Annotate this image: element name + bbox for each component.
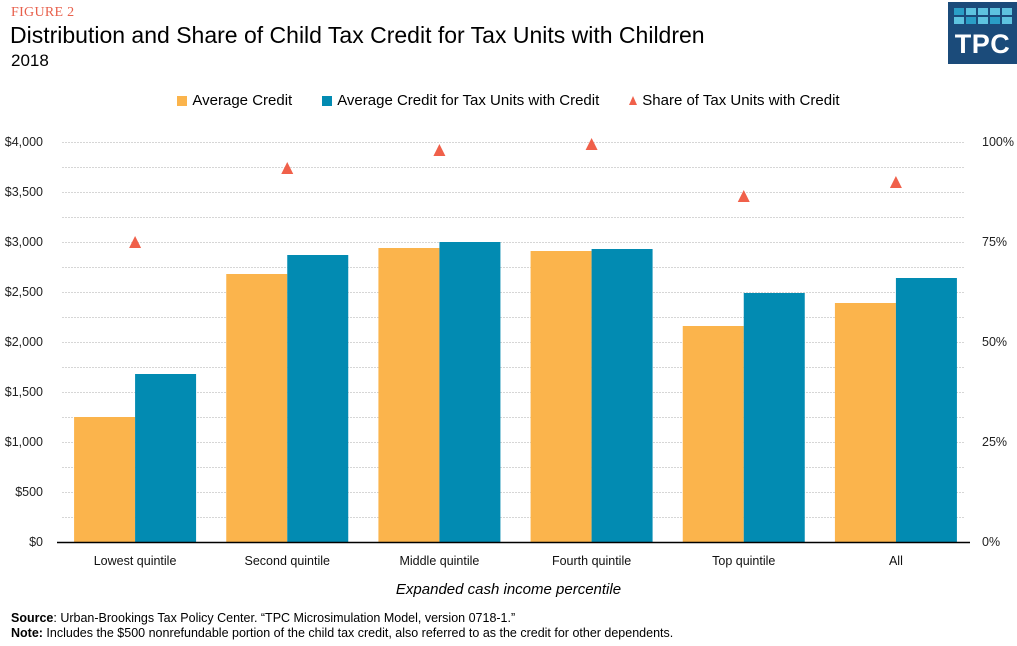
bar-average-credit-with-credit — [895, 278, 957, 542]
legend-item-share: Share of Tax Units with Credit — [629, 92, 840, 109]
bar-average-credit-with-credit — [135, 374, 197, 542]
bar-average-credit-with-credit — [591, 249, 653, 542]
x-tick-label: Middle quintile — [399, 554, 479, 568]
share-triangle-marker — [585, 138, 598, 150]
bar-average-credit — [834, 303, 896, 542]
legend-label: Share of Tax Units with Credit — [642, 92, 840, 109]
logo-text: TPC — [954, 29, 1011, 59]
note: Note: Includes the $500 nonrefundable po… — [11, 626, 673, 640]
y2-tick-label: 100% — [982, 135, 1014, 149]
source-label: Source — [11, 611, 54, 625]
legend-item-average-credit: Average Credit — [177, 92, 292, 109]
x-tick-label: Top quintile — [712, 554, 775, 568]
bar-average-credit-with-credit — [287, 255, 349, 542]
bar-average-credit — [226, 274, 288, 542]
bar-average-credit — [530, 251, 592, 542]
legend-label: Average Credit — [192, 92, 293, 109]
logo-grid-icon — [954, 8, 1012, 24]
chart-subtitle: 2018 — [11, 51, 49, 70]
chart-title: Distribution and Share of Child Tax Cred… — [10, 22, 705, 48]
source-text: : Urban-Brookings Tax Policy Center. “TP… — [53, 611, 516, 625]
y-tick-label: $1,000 — [5, 435, 43, 449]
share-triangle-marker — [129, 236, 142, 248]
legend-label: Average Credit for Tax Units with Credit — [337, 92, 600, 109]
bar-average-credit — [682, 326, 744, 542]
legend: Average Credit Average Credit for Tax Un… — [0, 92, 1017, 109]
legend-item-average-credit-with-credit: Average Credit for Tax Units with Credit — [322, 92, 599, 109]
y2-tick-label: 25% — [982, 435, 1007, 449]
y2-tick-label: 0% — [982, 535, 1000, 549]
triangle-marker-icon — [629, 96, 638, 105]
figure-label: FIGURE 2 — [11, 5, 75, 20]
share-triangle-marker — [889, 176, 902, 188]
y-tick-label: $3,500 — [5, 185, 43, 199]
bar-average-credit-with-credit — [743, 293, 805, 542]
y-tick-label: $0 — [29, 535, 43, 549]
x-tick-label: Fourth quintile — [552, 554, 631, 568]
y-tick-label: $500 — [15, 485, 43, 499]
x-tick-label: All — [889, 554, 903, 568]
y2-tick-label: 50% — [982, 335, 1007, 349]
y-tick-label: $2,000 — [5, 335, 43, 349]
source-note: Source: Urban-Brookings Tax Policy Cente… — [11, 611, 515, 625]
note-label: Note: — [11, 626, 43, 640]
bar-average-credit-with-credit — [439, 242, 501, 542]
y-tick-label: $1,500 — [5, 385, 43, 399]
share-triangle-marker — [433, 144, 446, 156]
tpc-logo: TPC — [948, 2, 1017, 64]
y-tick-label: $3,000 — [5, 235, 43, 249]
y-tick-label: $2,500 — [5, 285, 43, 299]
x-tick-label: Lowest quintile — [94, 554, 177, 568]
y2-tick-label: 75% — [982, 235, 1007, 249]
legend-swatch-orange — [177, 95, 188, 106]
legend-swatch-teal — [322, 95, 333, 106]
share-triangle-marker — [737, 190, 750, 202]
y-tick-label: $4,000 — [5, 135, 43, 149]
share-triangle-marker — [281, 162, 294, 174]
bar-average-credit — [378, 248, 440, 542]
note-text: Includes the $500 nonrefundable portion … — [42, 626, 674, 640]
x-tick-label: Second quintile — [245, 554, 331, 568]
x-axis-label: Expanded cash income percentile — [395, 581, 622, 598]
bar-average-credit — [74, 417, 136, 542]
